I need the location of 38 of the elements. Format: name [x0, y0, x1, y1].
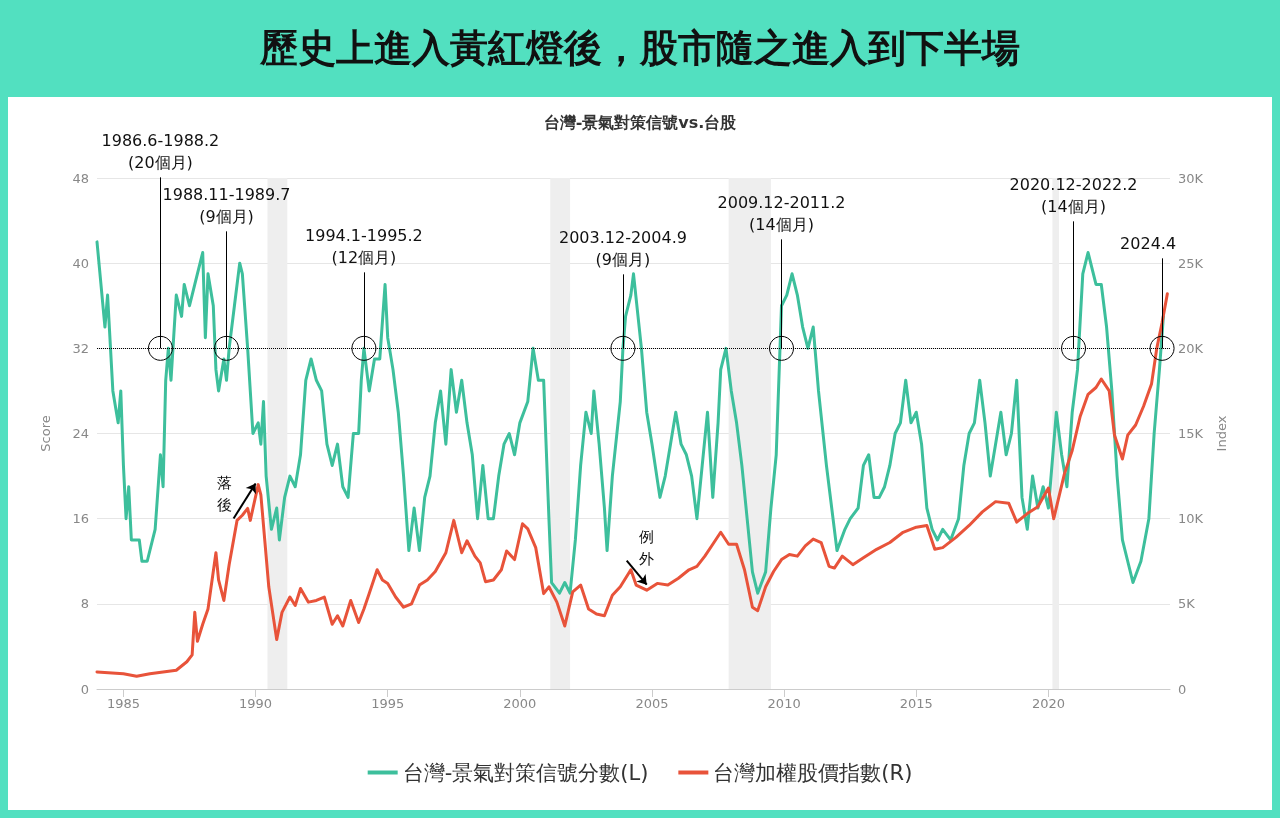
y-tick-label: 40 [72, 255, 89, 271]
legend-label: 台灣加權股價指數(R) [713, 760, 913, 785]
x-tick-label: 2015 [899, 696, 933, 711]
x-tick-label: 1990 [239, 696, 273, 711]
annotation: 落後 [216, 473, 232, 514]
annotation: 2009.12-2011.2 (14個月) [717, 192, 846, 234]
y-axis-title: Score [38, 415, 53, 452]
annotation: 2020.12-2022.2 (14個月) [1009, 174, 1138, 216]
annotation: 例外 [639, 528, 655, 569]
x-tick-label: 2020 [1031, 696, 1065, 711]
annotation: 1994.1-1995.2 (12個月) [305, 225, 423, 267]
x-tick-label: 1995 [371, 696, 405, 711]
y2-tick-label: 10K [1178, 511, 1204, 527]
y-tick-label: 24 [72, 426, 89, 441]
y-tick-label: 8 [80, 596, 89, 612]
y2-tick-label: 30K [1178, 170, 1204, 186]
chart-title: 歷史上進入黃紅燈後，股市隨之進入到下半場 [259, 25, 1021, 72]
annotation: 2024.4 [1120, 233, 1177, 253]
y2-tick-label: 15K [1178, 426, 1204, 441]
y2-tick-label: 20K [1178, 340, 1204, 356]
annotation: 2003.12-2004.9 (9個月) [558, 227, 687, 269]
y2-axis-title: Index [1214, 415, 1229, 452]
x-tick-label: 1985 [106, 696, 140, 711]
line-series [95, 292, 1169, 678]
legend-label: 台灣-景氣對策信號分數(L) [402, 760, 649, 785]
y2-tick-label: 25K [1178, 255, 1204, 271]
x-tick-label: 2010 [767, 696, 801, 711]
x-tick-label: 2005 [635, 696, 669, 711]
y2-tick-label: 5K [1178, 596, 1196, 612]
y2-tick-label: 0 [1178, 681, 1187, 697]
y-tick-label: 32 [72, 340, 89, 356]
annotation: 1986.6-1988.2 (20個月) [101, 130, 220, 172]
annotation: 1988.11-1989.7 (9個月) [162, 184, 291, 226]
x-tick-label: 2000 [503, 696, 537, 711]
y-tick-label: 0 [80, 681, 89, 697]
y-tick-label: 16 [72, 511, 89, 527]
chart-subtitle: 台灣-景氣對策信號vs.台股 [543, 112, 738, 132]
y-tick-label: 48 [72, 170, 89, 186]
